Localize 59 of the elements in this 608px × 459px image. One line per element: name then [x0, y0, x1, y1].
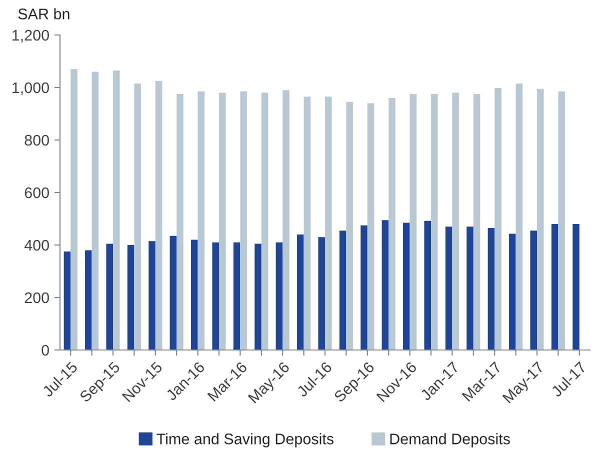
y-tick-label: 1,200: [12, 30, 49, 42]
bar: [85, 250, 92, 350]
bar: [537, 88, 544, 350]
bar: [254, 244, 262, 350]
bar: [261, 92, 268, 350]
legend-label: Time and Saving Deposits: [156, 433, 334, 448]
bar: [233, 242, 240, 350]
bar: [106, 244, 113, 350]
bar: [70, 69, 78, 350]
y-tick-label: 1,000: [12, 82, 49, 95]
bar: [346, 102, 353, 350]
legend-label: Demand Deposits: [390, 433, 510, 448]
bar: [219, 92, 226, 350]
bar: [382, 220, 389, 350]
bar: [424, 220, 431, 350]
bar: [113, 70, 120, 350]
bar: [530, 230, 537, 350]
bar: [516, 84, 523, 350]
bar: [297, 234, 304, 350]
bar: [551, 224, 558, 350]
y-tick-label: 400: [24, 240, 49, 251]
bar: [212, 242, 219, 350]
bar: [64, 252, 71, 350]
bar: [488, 228, 495, 350]
bar: [410, 94, 417, 350]
y-tick-label: 800: [24, 134, 49, 146]
y-axis-title: SAR bn: [18, 8, 70, 20]
bar: [572, 224, 580, 350]
bar: [176, 94, 184, 350]
bar: [558, 91, 565, 350]
bar: [509, 234, 516, 350]
bar: [445, 226, 452, 350]
bar: [134, 84, 141, 350]
bar: [282, 90, 290, 350]
y-tick-label: 200: [24, 292, 49, 304]
bar: [170, 236, 177, 350]
bar: [198, 91, 205, 350]
y-tick-label: 600: [24, 187, 49, 198]
y-tick-label: 0: [42, 344, 49, 356]
bar: [240, 91, 247, 350]
bar: [148, 241, 156, 350]
bar: [318, 237, 325, 350]
bar: [155, 80, 162, 350]
bar: [92, 72, 99, 350]
bar: [494, 88, 502, 350]
bar: [127, 245, 134, 350]
bar: [367, 103, 374, 350]
bar: [325, 96, 332, 350]
bar: [360, 225, 368, 350]
bar: [191, 240, 198, 350]
bar: [403, 222, 410, 350]
bar: [276, 242, 283, 350]
bar: [431, 94, 438, 350]
bar: [339, 230, 346, 350]
bar: [466, 226, 474, 350]
bar: [452, 92, 459, 350]
bar: [388, 98, 396, 350]
bar: [304, 96, 311, 350]
bar: [473, 94, 480, 350]
